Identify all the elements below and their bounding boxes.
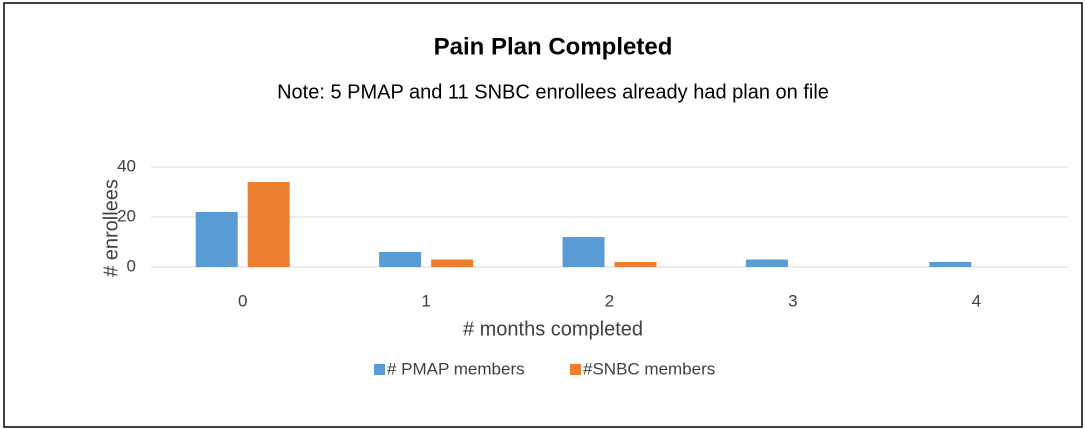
x-tick-label: 4: [972, 291, 981, 310]
bar: [929, 262, 972, 267]
bar: [614, 262, 657, 267]
y-tick-label: 20: [117, 206, 136, 225]
legend-swatch: [570, 364, 581, 375]
x-tick-label: 0: [238, 291, 247, 310]
legend-label: # PMAP members: [387, 359, 525, 378]
x-tick-label: 3: [788, 291, 797, 310]
chart-frame: [3, 2, 1083, 428]
x-tick-label: 1: [421, 291, 430, 310]
legend-label: #SNBC members: [583, 359, 715, 378]
y-tick-label: 0: [127, 256, 136, 275]
y-axis-title: # enrollees: [100, 179, 122, 277]
bar: [745, 259, 788, 267]
chart-title: Pain Plan Completed: [434, 33, 673, 60]
x-axis-title: # months completed: [463, 318, 643, 340]
x-tick-label: 2: [605, 291, 614, 310]
bar: [379, 252, 422, 267]
chart-subtitle: Note: 5 PMAP and 11 SNBC enrollees alrea…: [277, 81, 829, 103]
bar: [195, 212, 238, 267]
bar: [562, 237, 605, 267]
y-tick-label: 40: [117, 156, 136, 175]
bar: [247, 182, 290, 267]
bar: [431, 259, 474, 267]
legend-swatch: [374, 364, 385, 375]
